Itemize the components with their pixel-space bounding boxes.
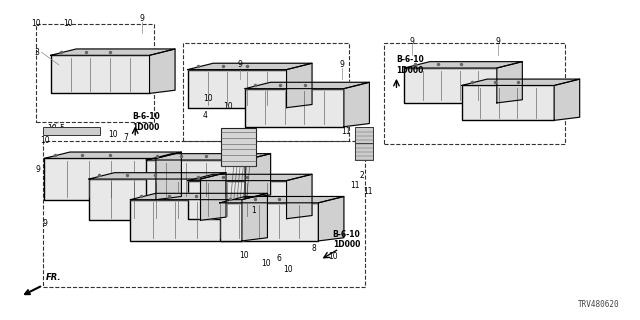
Text: 11: 11	[363, 187, 372, 196]
Bar	[355, 142, 373, 160]
FancyBboxPatch shape	[188, 69, 287, 108]
FancyBboxPatch shape	[44, 158, 156, 200]
Text: 9: 9	[496, 36, 501, 45]
Text: 10: 10	[239, 251, 248, 260]
Polygon shape	[147, 154, 271, 160]
Text: FR.: FR.	[46, 273, 61, 282]
Polygon shape	[188, 174, 312, 180]
FancyBboxPatch shape	[131, 200, 242, 241]
Bar	[355, 127, 373, 144]
Text: 10: 10	[284, 265, 293, 274]
Text: 9: 9	[340, 60, 345, 69]
Text: B-6-10
1D000: B-6-10 1D000	[396, 55, 424, 75]
Text: 4: 4	[203, 111, 208, 120]
Text: 2: 2	[359, 149, 364, 158]
Text: 11: 11	[229, 140, 239, 148]
Text: 10: 10	[47, 124, 57, 133]
Polygon shape	[497, 62, 522, 103]
Text: 5: 5	[60, 124, 65, 133]
Bar	[43, 141, 365, 287]
Polygon shape	[220, 196, 344, 203]
Polygon shape	[287, 63, 312, 108]
FancyBboxPatch shape	[89, 179, 200, 220]
Polygon shape	[319, 196, 344, 241]
FancyBboxPatch shape	[51, 55, 150, 93]
Polygon shape	[89, 173, 226, 179]
FancyBboxPatch shape	[245, 89, 344, 127]
FancyBboxPatch shape	[220, 203, 319, 241]
FancyBboxPatch shape	[147, 160, 245, 198]
Text: B-6-10
1D000: B-6-10 1D000	[132, 112, 160, 132]
Text: 10: 10	[261, 259, 271, 268]
Text: 6: 6	[276, 254, 281, 263]
Polygon shape	[44, 152, 181, 158]
Text: 10: 10	[63, 19, 73, 28]
Text: 9: 9	[238, 60, 243, 69]
Text: 9: 9	[139, 14, 144, 23]
Text: 10: 10	[40, 136, 49, 146]
Text: 10: 10	[223, 101, 232, 111]
Polygon shape	[245, 154, 271, 198]
Polygon shape	[404, 62, 522, 68]
Text: 9: 9	[42, 219, 47, 228]
FancyBboxPatch shape	[188, 180, 287, 219]
Bar	[183, 43, 349, 141]
Text: 10: 10	[108, 130, 118, 139]
Text: 11: 11	[350, 181, 360, 190]
Polygon shape	[131, 193, 268, 200]
Polygon shape	[150, 49, 175, 93]
Polygon shape	[200, 173, 226, 220]
Bar	[36, 24, 154, 122]
Text: 9: 9	[36, 165, 41, 174]
Text: 10: 10	[328, 252, 337, 261]
Text: 11: 11	[340, 127, 350, 136]
Polygon shape	[462, 79, 580, 85]
Text: 8: 8	[311, 244, 316, 253]
Text: 10: 10	[31, 19, 41, 28]
FancyBboxPatch shape	[404, 68, 497, 103]
Text: TRV480620: TRV480620	[578, 300, 620, 309]
Polygon shape	[287, 174, 312, 219]
Text: 2: 2	[359, 172, 364, 180]
Bar	[221, 128, 256, 166]
Text: 9: 9	[410, 36, 415, 45]
FancyBboxPatch shape	[462, 85, 554, 120]
Polygon shape	[51, 49, 175, 55]
Polygon shape	[245, 82, 369, 89]
Polygon shape	[344, 82, 369, 127]
Polygon shape	[188, 63, 312, 69]
Bar	[43, 127, 100, 135]
Polygon shape	[242, 193, 268, 241]
Text: 10: 10	[204, 94, 213, 103]
Text: 1: 1	[251, 206, 255, 215]
Text: 7: 7	[124, 133, 128, 142]
Text: 3: 3	[34, 48, 39, 57]
Polygon shape	[156, 152, 181, 200]
Text: B-6-10
1D000: B-6-10 1D000	[333, 230, 360, 249]
Bar	[384, 43, 565, 144]
Polygon shape	[554, 79, 580, 120]
